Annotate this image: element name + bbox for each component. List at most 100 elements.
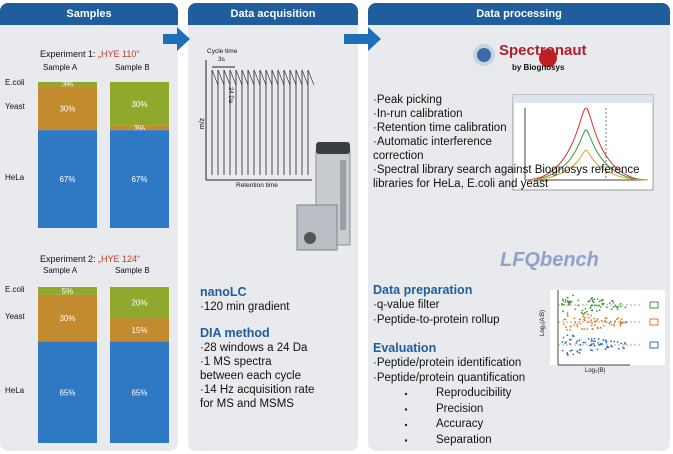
scatter-dot bbox=[596, 298, 599, 300]
sub-item: Separation bbox=[436, 433, 492, 446]
scatter-dot bbox=[583, 316, 586, 319]
scatter-dot bbox=[599, 326, 602, 329]
scatter-dot bbox=[574, 308, 577, 311]
logo-icon bbox=[473, 44, 557, 67]
scatter-dot bbox=[591, 309, 594, 312]
scatter-dot bbox=[569, 325, 572, 328]
scatter-dot bbox=[596, 318, 599, 320]
logo-by: by Biognosys bbox=[512, 63, 565, 72]
list-item: ·28 windows a 24 Da bbox=[200, 342, 308, 354]
bullet bbox=[404, 408, 408, 411]
scatter-dot bbox=[561, 303, 563, 305]
scatter-dot bbox=[591, 321, 594, 324]
scatter-dot bbox=[617, 347, 620, 350]
scatter-dot bbox=[597, 304, 600, 307]
section-title: nanoLC bbox=[200, 285, 247, 299]
scatter-dot bbox=[595, 304, 598, 307]
scatter-dot bbox=[610, 323, 613, 326]
scatter-dot bbox=[582, 313, 585, 316]
window-trace bbox=[241, 69, 249, 86]
scatter-dot bbox=[587, 338, 590, 340]
experiment-title: Experiment 1: bbox=[40, 49, 99, 59]
species-label: Yeast bbox=[5, 312, 25, 322]
scatter-dot bbox=[620, 321, 622, 324]
list-item: ·120 min gradient bbox=[200, 301, 290, 313]
scatter-dot bbox=[604, 319, 606, 322]
scatter-dot bbox=[579, 322, 582, 325]
species-label: Yeast bbox=[5, 102, 25, 112]
scatter-dot bbox=[600, 319, 603, 322]
scatter-dot bbox=[583, 311, 586, 314]
logo-name: Spectronaut bbox=[499, 42, 587, 59]
scatter-dot bbox=[590, 319, 592, 322]
segment-label: 20% bbox=[131, 299, 147, 308]
scatter-dot bbox=[589, 307, 592, 309]
scatter-dot bbox=[588, 299, 591, 302]
scatter-dot bbox=[565, 326, 567, 328]
scatter-dot bbox=[595, 320, 598, 322]
sub-item: Accuracy bbox=[436, 418, 484, 430]
scatter-dot bbox=[572, 353, 575, 356]
bar-segment bbox=[38, 130, 97, 228]
box bbox=[649, 341, 659, 349]
scatter-dot bbox=[561, 341, 564, 343]
scatter-dot bbox=[590, 338, 593, 340]
panel-header: Data processing bbox=[368, 3, 670, 25]
window-trace bbox=[223, 69, 231, 86]
scatter-dot bbox=[591, 328, 594, 330]
scatter-dot bbox=[562, 310, 565, 313]
scatter-dot bbox=[564, 300, 567, 303]
segment-label: 67% bbox=[131, 175, 147, 184]
scatter-dot bbox=[612, 305, 615, 308]
scatter-dot bbox=[594, 320, 597, 323]
bar-segment bbox=[110, 130, 169, 228]
plot-label: Log₂(B) bbox=[585, 368, 606, 374]
sample-label: Sample A bbox=[43, 266, 78, 275]
bullet bbox=[404, 439, 408, 442]
scatter-dot bbox=[566, 312, 569, 314]
arrow bbox=[344, 27, 381, 51]
experiment-title: Experiment 1: „HYE 110“ bbox=[40, 47, 139, 61]
list-item: ·Peptide-to-protein rollup bbox=[373, 314, 500, 326]
scatter-dot bbox=[576, 323, 579, 326]
scatter-dot bbox=[568, 338, 571, 341]
scatter-dot bbox=[619, 324, 622, 327]
list-item: ·1 MS spectra between each cycle bbox=[200, 356, 302, 382]
bar-segment bbox=[38, 294, 97, 342]
scatter-dot bbox=[573, 324, 576, 326]
list-item: ·Peptide/protein quantification bbox=[373, 372, 526, 384]
scatter-dot bbox=[593, 344, 596, 347]
scatter-dot bbox=[594, 340, 596, 343]
bar-segment bbox=[110, 82, 169, 126]
scatter-dot bbox=[601, 298, 604, 301]
list-item: ·Spectral library search against Biognos… bbox=[373, 164, 640, 190]
bar-segment bbox=[110, 341, 169, 443]
scatter-dot bbox=[592, 342, 595, 345]
scatter-dot bbox=[579, 318, 582, 321]
scatter-dot bbox=[587, 316, 590, 319]
segment-label: 67% bbox=[59, 175, 75, 184]
plot-label: Retention time bbox=[236, 182, 278, 189]
scatter-dot bbox=[582, 315, 585, 318]
scatter-dot bbox=[581, 328, 584, 330]
scatter-dot bbox=[591, 299, 594, 301]
species-label: E.coli bbox=[5, 284, 25, 294]
scatter-dot bbox=[566, 334, 569, 336]
scatter-dot bbox=[586, 328, 589, 330]
scatter-dot bbox=[562, 299, 565, 302]
sample-label: Sample B bbox=[115, 63, 150, 72]
scatter-dot bbox=[571, 349, 574, 352]
scatter-dot bbox=[566, 315, 569, 317]
section-title: Data preparation bbox=[373, 283, 473, 297]
chromatogram-thumbnail bbox=[512, 94, 654, 191]
window-trace bbox=[265, 69, 273, 86]
list-item: ·Automatic interference correction bbox=[373, 136, 492, 162]
scatter-dot bbox=[587, 321, 590, 324]
segment-label: 3% bbox=[134, 124, 146, 133]
scatter-dot bbox=[614, 320, 616, 323]
list-item: ·14 Hz acquisition rate for MS and MSMS bbox=[200, 384, 315, 410]
segment-label: 30% bbox=[59, 104, 75, 113]
scatter-thumbnail bbox=[550, 290, 665, 366]
window-trace bbox=[259, 69, 267, 86]
sample-label: Sample A bbox=[43, 63, 78, 72]
